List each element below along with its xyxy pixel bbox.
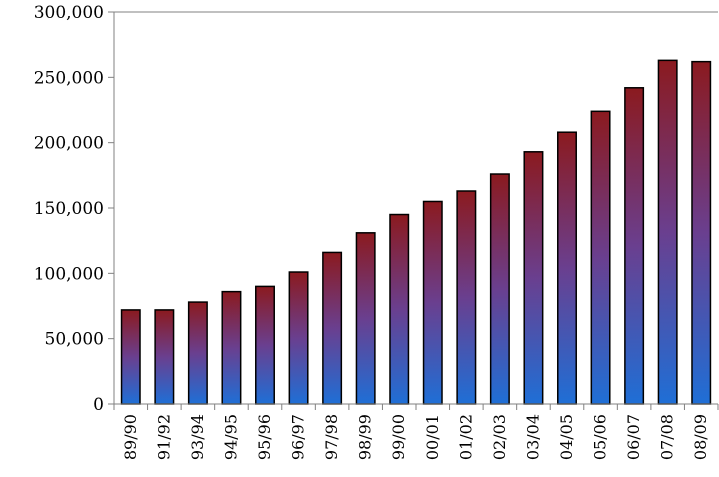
bar-05-06 (590, 110, 611, 405)
y-axis-ticks: 0 50,000 100,000 150,000 200,000 250,000 300,0… (34, 3, 114, 415)
bar-99-00 (389, 213, 410, 405)
y-tick-label: 150,000 (34, 199, 104, 219)
bar-93-94 (187, 301, 208, 405)
bar-94-95 (221, 290, 242, 405)
bar-02-03 (489, 173, 510, 405)
y-tick-label: 50,000 (45, 330, 104, 350)
y-tick-label: 200,000 (34, 134, 104, 154)
bar-95-96 (255, 285, 275, 405)
x-tick-label: 06/07 (624, 414, 643, 460)
x-tick-label: 89/90 (121, 414, 140, 460)
x-tick-label: 08/09 (691, 414, 710, 460)
y-tick-label: 0 (93, 395, 104, 415)
bar-00-01 (422, 200, 443, 405)
x-tick-label: 01/02 (456, 414, 475, 460)
x-tick-label: 95/96 (255, 414, 274, 460)
bar-08-09 (691, 60, 712, 405)
x-tick-label: 05/06 (591, 414, 610, 460)
x-tick-label: 91/92 (154, 414, 173, 460)
bar-03-04 (523, 151, 544, 405)
bar-98-99 (355, 232, 376, 405)
x-tick-label: 03/04 (523, 414, 542, 460)
bar-91-92 (154, 309, 175, 405)
bar-04-05 (557, 131, 577, 405)
bar-06-07 (624, 87, 645, 405)
bar-96-97 (288, 271, 309, 405)
bar-97-98 (322, 251, 343, 405)
x-tick-label: 00/01 (423, 414, 442, 460)
bar-07-08 (657, 59, 678, 405)
x-tick-label: 93/94 (188, 414, 207, 460)
x-axis-ticks: 89/90 91/92 93/94 94/95 95/96 96/97 97/98 98/99… (113, 404, 719, 460)
x-tick-label: 02/03 (490, 414, 509, 460)
x-tick-label: 04/05 (557, 414, 576, 460)
x-tick-label: 94/95 (221, 414, 240, 460)
x-tick-label: 98/99 (356, 414, 375, 460)
bar-01-02 (456, 190, 477, 405)
bar-89-90 (120, 309, 141, 405)
x-tick-label: 07/08 (658, 414, 677, 460)
x-tick-label: 96/97 (289, 414, 308, 460)
y-tick-label: 100,000 (34, 264, 104, 284)
y-tick-label: 250,000 (34, 68, 104, 88)
x-tick-label: 99/00 (389, 414, 408, 460)
bars-layer (120, 59, 712, 405)
x-tick-label: 97/98 (322, 414, 341, 460)
y-tick-label: 300,000 (34, 3, 104, 23)
